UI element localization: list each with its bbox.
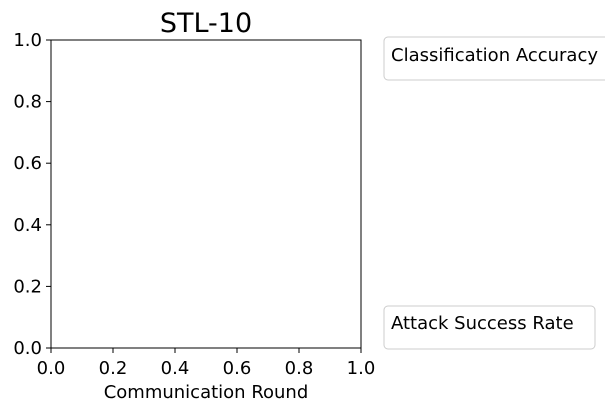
legend-title-attack-success-rate: Attack Success Rate xyxy=(391,313,574,334)
x-axis-ticks: 0.0 0.2 0.4 0.6 0.8 1.0 xyxy=(37,348,376,379)
legend-box-attack-success-rate xyxy=(383,305,596,350)
legend-title-classification-accuracy: Classification Accuracy xyxy=(391,45,598,66)
y-tick-label: 1.0 xyxy=(13,30,42,51)
legend-attack-success-rate: Attack Success Rate xyxy=(383,305,596,350)
y-tick-label: 0.0 xyxy=(13,338,42,359)
legend-classification-accuracy: Classification Accuracy xyxy=(383,36,605,81)
x-axis-label: Communication Round xyxy=(104,382,309,403)
x-tick-label: 0.6 xyxy=(223,358,252,379)
x-tick-label: 1.0 xyxy=(347,358,376,379)
x-tick-label: 0.4 xyxy=(161,358,190,379)
plot-area-frame xyxy=(50,39,362,349)
y-tick-label: 0.6 xyxy=(13,153,42,174)
y-tick-label: 0.4 xyxy=(13,215,42,236)
y-axis-ticks: 0.0 0.2 0.4 0.6 0.8 1.0 xyxy=(13,30,51,359)
x-tick-label: 0.8 xyxy=(285,358,314,379)
x-tick-label: 0.2 xyxy=(99,358,128,379)
legend-box-classification-accuracy xyxy=(383,36,605,81)
chart-title: STL-10 xyxy=(160,8,252,39)
y-tick-label: 0.8 xyxy=(13,92,42,113)
x-tick-label: 0.0 xyxy=(37,358,66,379)
y-tick-label: 0.2 xyxy=(13,276,42,297)
